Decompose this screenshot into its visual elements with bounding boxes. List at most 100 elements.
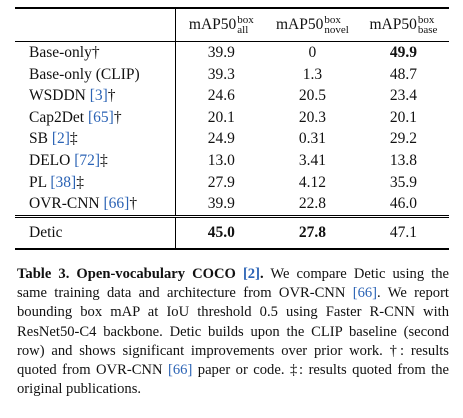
method-name: Cap2Det: [29, 108, 85, 126]
citation[interactable]: [66]: [352, 285, 378, 302]
method-name: Detic: [29, 223, 63, 241]
value: 20.5: [298, 87, 326, 105]
method-note: ‡: [69, 130, 78, 148]
value-cell: 27.8: [266, 214, 358, 249]
header-empty: [15, 8, 176, 42]
method-name: SB: [29, 130, 48, 148]
method-name: WSDDN: [29, 87, 86, 105]
value-cell: 13.8: [358, 150, 449, 172]
method-note: †: [113, 108, 122, 126]
table-row: Detic 45.0 27.8 47.1: [15, 214, 449, 249]
table-body: Base-only† 39.9 0 49.9 Base-only (CLIP) 39.3 1…: [15, 41, 449, 249]
method-note: †: [107, 87, 116, 105]
value: 20.3: [298, 108, 326, 126]
value: 20.1: [389, 108, 418, 126]
value-cell: 20.5: [267, 85, 358, 107]
value: 39.9: [207, 195, 235, 213]
header-scripts: box all: [237, 13, 254, 36]
citation[interactable]: [66]: [167, 362, 193, 379]
value: 0.31: [298, 130, 326, 148]
value-cell: 20.1: [175, 107, 267, 129]
citation[interactable]: [2]: [51, 130, 70, 148]
method-cell: Cap2Det [65]†: [15, 106, 176, 129]
method-note: †: [129, 195, 138, 213]
header-base: mAP50: [188, 16, 237, 34]
header-sup: box: [237, 13, 254, 26]
header-sup: box: [324, 13, 341, 26]
value: 39.9: [207, 44, 235, 61]
value-cell: 46.0: [358, 193, 449, 216]
header-sub: all: [237, 23, 249, 36]
value-cell: 39.3: [175, 64, 267, 86]
citation[interactable]: [3]: [89, 87, 108, 105]
table-row: Cap2Det [65]† 20.1 20.3 20.1: [15, 106, 449, 129]
value: 0: [308, 44, 317, 61]
value: 29.2: [389, 130, 418, 148]
method-cell: Base-only (CLIP): [15, 63, 176, 86]
value-cell: 1.3: [267, 64, 358, 86]
method-cell: SB [2]‡: [15, 128, 176, 150]
method-cell: DELO [72]‡: [15, 149, 176, 172]
value-cell: 20.3: [267, 107, 358, 129]
citation[interactable]: [65]: [87, 108, 114, 126]
value: 27.8: [298, 223, 326, 241]
caption-text: paper or code. ‡: results quoted from th…: [17, 362, 449, 398]
table-row: SB [2]‡ 24.9 0.31 29.2: [15, 128, 449, 150]
value: 22.8: [298, 195, 326, 213]
method-cell: WSDDN [3]†: [15, 85, 176, 107]
column-header: mAP50 box base: [357, 8, 449, 42]
value-cell: 27.9: [175, 172, 267, 194]
results-table: mAP50 box all mAP50 box novel mAP50 box base Bas…: [15, 7, 449, 250]
value-cell: 0.31: [267, 128, 358, 150]
value: 1.3: [302, 65, 323, 83]
value-cell: 23.4: [358, 85, 449, 107]
value: 45.0: [207, 223, 235, 241]
header-base: mAP50: [369, 16, 417, 34]
value-cell: 0: [267, 42, 358, 64]
value: 48.7: [389, 65, 418, 83]
value-cell: 20.1: [358, 107, 449, 129]
citation[interactable]: [66]: [103, 195, 130, 213]
header-sup: box: [417, 13, 435, 26]
column-header: mAP50 box all: [175, 8, 267, 42]
value-cell: 24.9: [175, 128, 267, 150]
value: 20.1: [207, 108, 235, 126]
value: 4.12: [298, 173, 326, 191]
caption-text: Table 3. Open-vocabulary COCO: [17, 266, 243, 282]
header-sub: base: [417, 23, 438, 36]
value: 49.9: [389, 44, 418, 61]
value: 27.9: [207, 173, 235, 191]
value-cell: 3.41: [267, 150, 358, 172]
header-scripts: box base: [417, 13, 438, 36]
method-name: Base-only (CLIP): [29, 65, 140, 83]
value: 47.1: [389, 223, 418, 241]
value-cell: 4.12: [267, 172, 358, 194]
method-name: DELO: [29, 151, 71, 169]
value: 13.8: [389, 151, 418, 169]
method-note: †: [91, 44, 100, 61]
method-name: PL: [29, 173, 47, 191]
citation[interactable]: [2]: [242, 266, 260, 282]
method-note: ‡: [76, 173, 84, 191]
value-cell: 13.0: [175, 150, 267, 172]
citation[interactable]: [38]: [50, 173, 77, 191]
column-header: mAP50 box novel: [266, 8, 358, 42]
caption: Table 3. Open-vocabulary COCO [2]. We co…: [17, 265, 449, 399]
value: 24.9: [207, 130, 235, 148]
method-cell: PL [38]‡: [15, 171, 176, 194]
method-note: ‡: [100, 151, 108, 169]
header-sub: novel: [324, 23, 349, 36]
value-cell: 48.7: [358, 64, 449, 86]
value-cell: 47.1: [357, 214, 449, 249]
table-row: DELO [72]‡ 13.0 3.41 13.8: [15, 149, 449, 172]
value: 24.6: [207, 87, 235, 105]
value: 23.4: [389, 87, 418, 105]
method-cell: Detic: [15, 214, 176, 249]
header-scripts: box novel: [324, 13, 349, 36]
table-row: PL [38]‡ 27.9 4.12 35.9: [15, 171, 449, 194]
citation[interactable]: [72]: [74, 151, 101, 169]
header-row: mAP50 box all mAP50 box novel mAP50 box base: [15, 8, 449, 42]
value: 39.3: [207, 65, 235, 83]
method-cell: OVR-CNN [66]†: [15, 193, 176, 217]
